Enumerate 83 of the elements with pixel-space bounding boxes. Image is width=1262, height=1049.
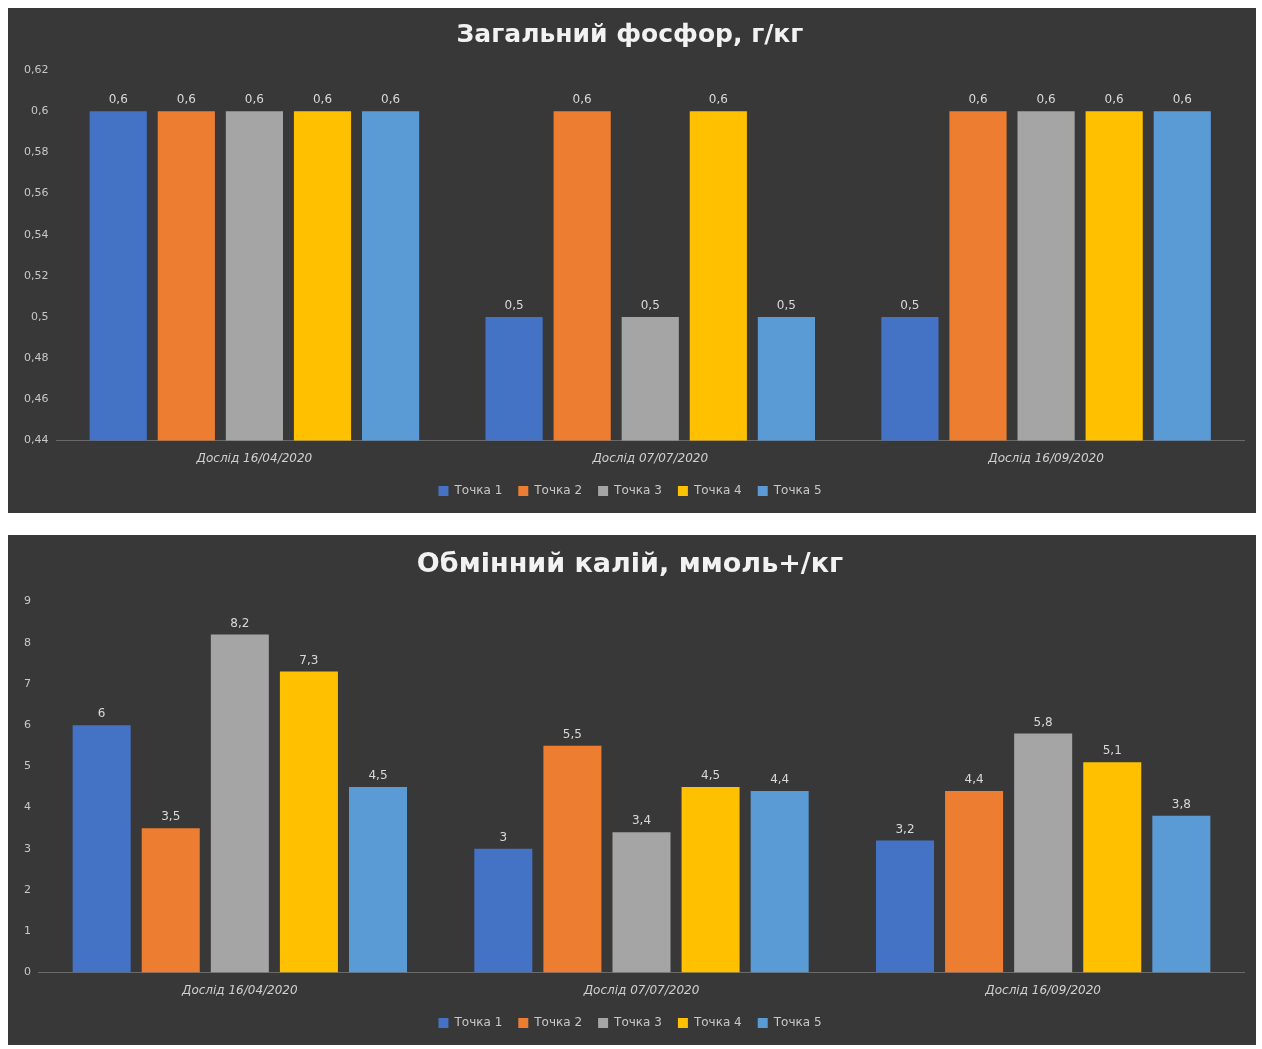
data-label: 4,5 [701, 768, 721, 783]
y-tick-label: 4 [24, 800, 31, 814]
legend-label: Точка 3 [613, 483, 662, 498]
legend-label: Точка 5 [772, 1015, 822, 1030]
y-tick-label: 0 [24, 965, 31, 979]
y-tick-label: 9 [24, 594, 31, 608]
data-label: 4,4 [964, 772, 984, 787]
data-label: 6 [97, 706, 106, 721]
bar [945, 791, 1004, 973]
data-label: 0,5 [776, 298, 796, 313]
y-tick-label: 0,6 [30, 104, 49, 118]
bar [348, 787, 408, 973]
legend-label: Точка 1 [453, 1015, 503, 1030]
data-label: 0,6 [381, 92, 401, 107]
bar [279, 671, 338, 973]
bar [141, 828, 200, 973]
data-label: 0,6 [1036, 92, 1056, 107]
bar [612, 832, 671, 973]
y-tick-label: 0,52 [23, 268, 49, 282]
legend-label: Точка 2 [533, 1015, 583, 1030]
y-tick-label: 0,54 [23, 227, 49, 241]
bar [210, 634, 269, 973]
data-label: 0,5 [504, 298, 524, 313]
data-label: 3,5 [161, 809, 181, 824]
y-tick-label: 0,44 [23, 433, 49, 447]
y-tick-label: 1 [24, 924, 31, 938]
data-label: 0,6 [1104, 92, 1124, 107]
legend-label: Точка 4 [692, 483, 742, 498]
data-label: 0,6 [176, 92, 196, 107]
x-tick-label: Дослід 16/09/2020 [984, 982, 1102, 997]
bar [875, 840, 935, 973]
bar [474, 848, 533, 973]
y-tick-label: 6 [24, 717, 31, 731]
data-label: 3,4 [631, 813, 652, 828]
legend-label: Точка 5 [772, 483, 822, 498]
data-label: 4,5 [368, 768, 388, 783]
bar [750, 791, 809, 973]
data-label: 3,8 [1171, 797, 1191, 811]
chart-title: Обмінний калій, ммоль+/кг [416, 547, 844, 579]
y-tick-label: 0,58 [23, 145, 49, 159]
bar [1083, 762, 1142, 973]
y-tick-label: 5 [24, 759, 31, 773]
x-tick-label: Дослід 07/07/2020 [591, 450, 709, 465]
legend-label: Точка 2 [533, 483, 583, 498]
legend-label: Точка 4 [692, 1015, 742, 1030]
bar [1014, 733, 1073, 973]
data-label: 0,6 [708, 92, 728, 107]
y-tick-label: 2 [24, 882, 31, 896]
chart-title: Загальний фосфор, г/кг [456, 18, 804, 48]
y-tick-label: 7 [24, 676, 31, 690]
bar [543, 745, 602, 973]
bar [72, 725, 131, 973]
data-label: 0,6 [312, 92, 333, 107]
data-label: 0,5 [640, 298, 660, 313]
data-label: 0,6 [968, 92, 988, 107]
y-tick-label: 0,62 [23, 62, 49, 76]
data-label: 3,2 [895, 821, 915, 836]
x-tick-label: Дослід 16/09/2020 [987, 450, 1105, 465]
x-tick-label: Дослід 07/07/2020 [582, 982, 700, 997]
x-tick-label: Дослід 16/04/2020 [195, 450, 313, 465]
y-tick-label: 0,5 [30, 309, 49, 323]
y-tick-label: 0,48 [23, 351, 49, 365]
data-label: 0,5 [900, 298, 920, 313]
y-tick-label: 0,56 [23, 186, 49, 200]
data-label: 0,6 [1172, 92, 1192, 107]
data-label: 0,6 [244, 92, 264, 107]
bar [681, 787, 740, 973]
data-label: 5,1 [1102, 743, 1122, 758]
data-label: 7,3 [299, 652, 319, 667]
data-label: 0,6 [572, 92, 592, 107]
legend-label: Точка 1 [453, 483, 503, 498]
data-label: 5,8 [1033, 714, 1053, 729]
bar [1152, 815, 1211, 973]
data-label: 8,2 [230, 615, 250, 630]
data-label: 0,6 [108, 92, 128, 107]
data-label: 5,5 [562, 726, 582, 741]
data-label: 4,4 [770, 772, 790, 787]
data-label: 3 [499, 829, 508, 844]
x-tick-label: Дослід 16/04/2020 [181, 982, 298, 997]
y-tick-label: 0,46 [23, 392, 49, 406]
y-tick-label: 8 [24, 635, 31, 649]
y-tick-label: 3 [24, 841, 31, 855]
legend-label: Точка 3 [613, 1015, 662, 1030]
